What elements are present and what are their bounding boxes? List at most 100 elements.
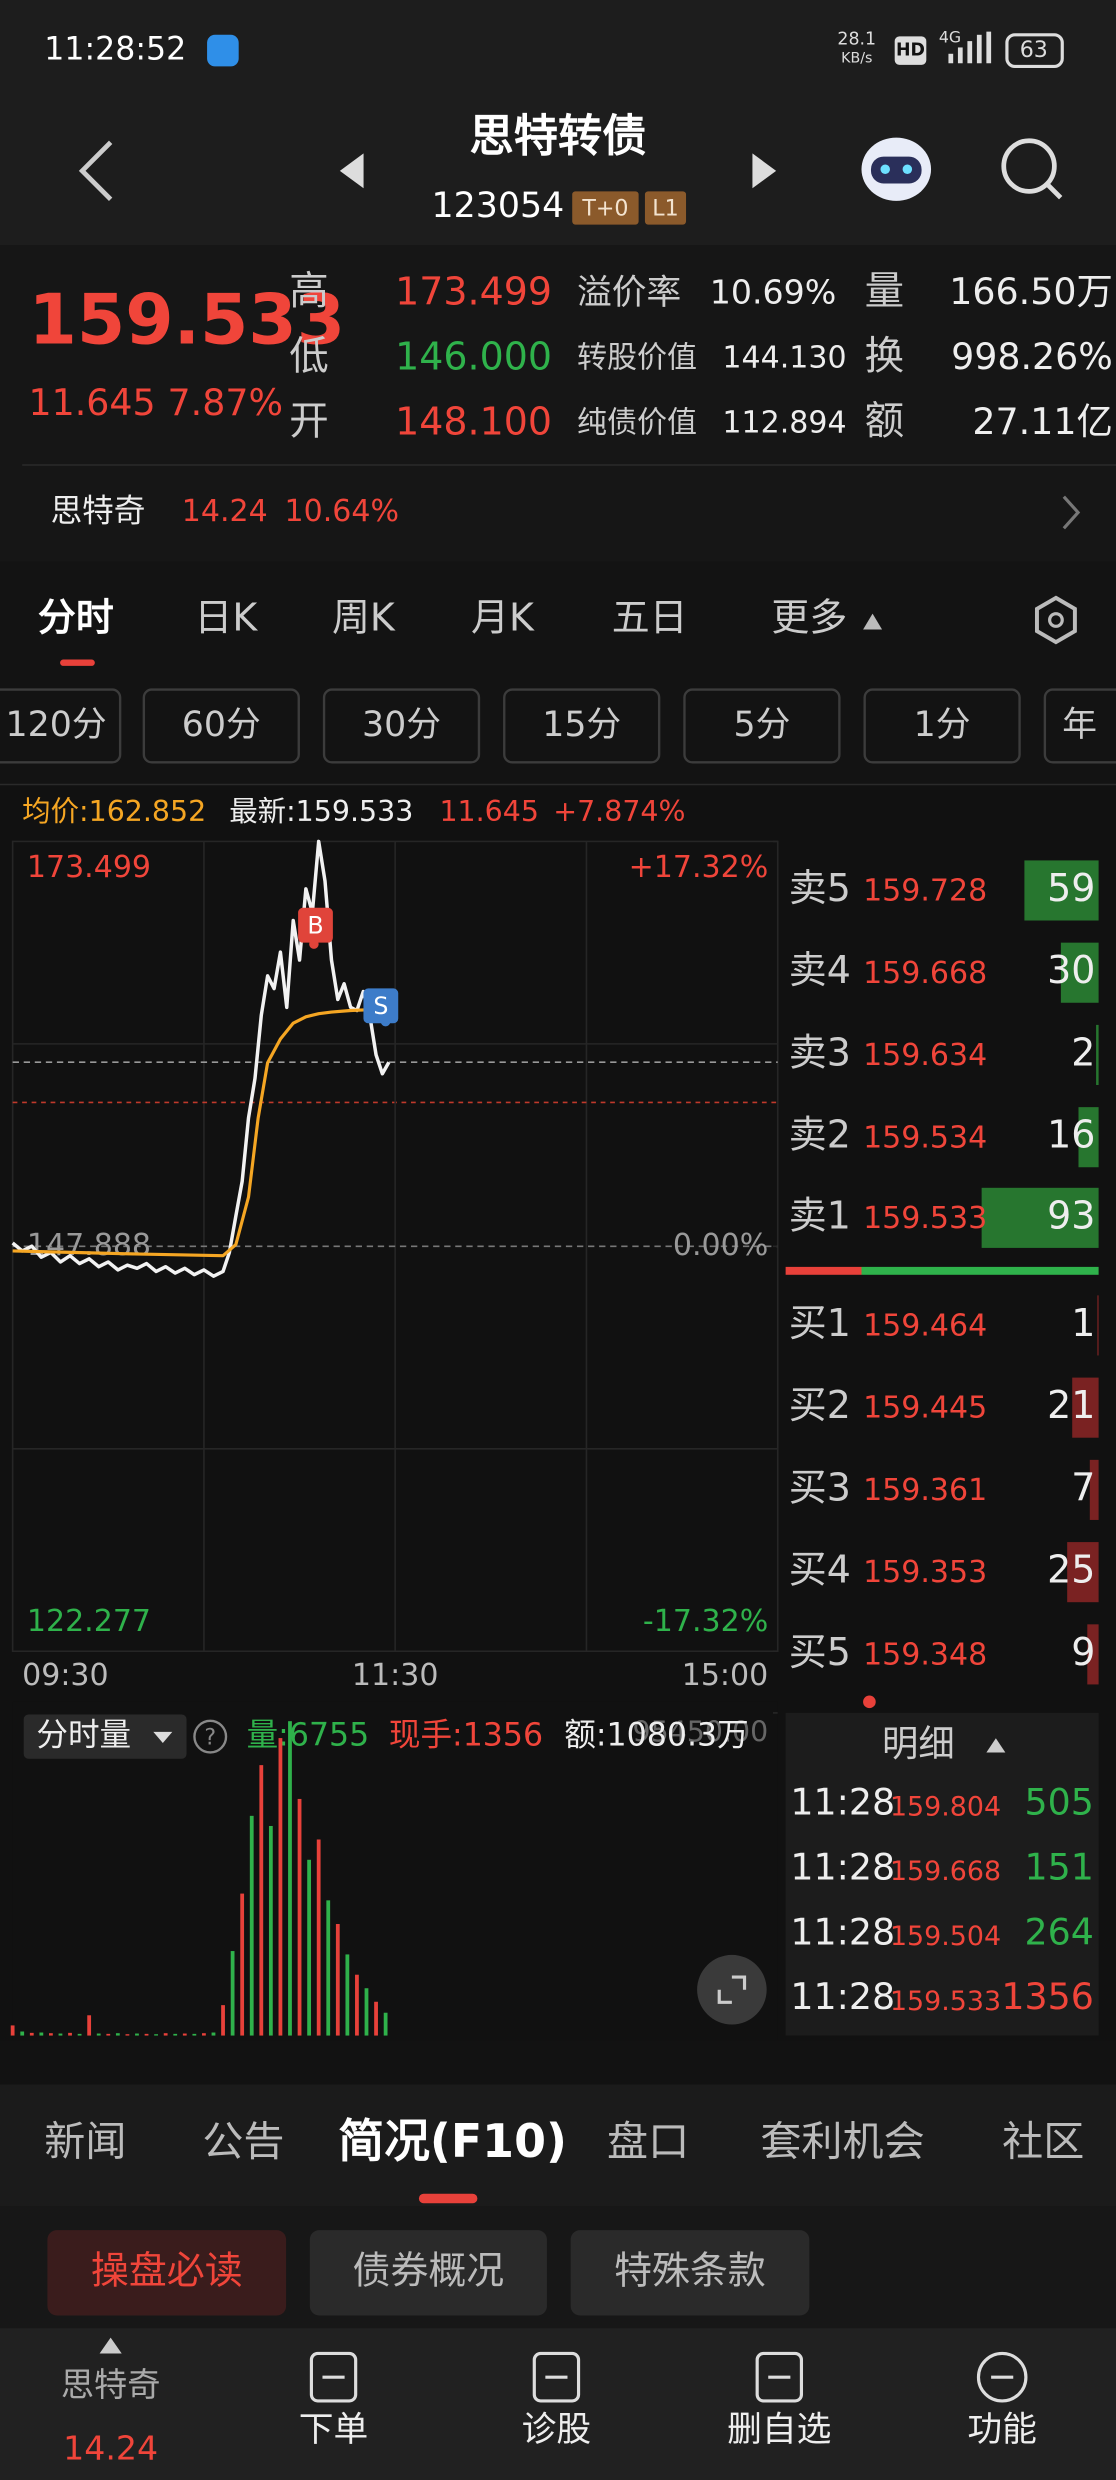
nav-stock[interactable]: 思特奇 <box>61 2365 161 2404</box>
depth-bar <box>1024 860 1099 921</box>
period-tab[interactable]: 五日 <box>612 595 688 639</box>
underlying-pct: 10.64% <box>285 494 399 529</box>
info-tab[interactable]: 盘口 <box>607 2118 689 2166</box>
nav-item[interactable]: 功能 <box>967 2410 1037 2450</box>
nav-icon <box>976 2351 1028 2403</box>
net-speed: 28.1 <box>837 30 876 50</box>
book-label: 买1 <box>789 1301 851 1345</box>
metric-label: 转股价值 <box>577 341 697 376</box>
book-qty: 1 <box>1071 1301 1095 1345</box>
volume-bar <box>202 2033 206 2036</box>
quote-bg <box>0 245 1116 562</box>
search-button[interactable] <box>1001 138 1063 200</box>
battery: 63 <box>1020 37 1048 63</box>
info-tab[interactable]: 新闻 <box>44 2118 126 2166</box>
book-price: 159.534 <box>863 1120 987 1155</box>
ratio-bar-sell <box>861 1266 1099 1275</box>
nav-stock-price: 14.24 <box>63 2428 158 2467</box>
sub-tab[interactable] <box>570 2230 810 2316</box>
interval-tab[interactable] <box>142 688 300 764</box>
sub-tab[interactable] <box>309 2230 547 2316</box>
volume-bar <box>268 1825 273 2036</box>
book-label: 卖5 <box>789 866 851 910</box>
metric-label: 溢价率 <box>577 273 681 313</box>
volume-bar <box>192 2033 197 2036</box>
book-qty: 2 <box>1071 1030 1095 1074</box>
settings-dot <box>1048 612 1064 628</box>
book-qty: 21 <box>1047 1383 1095 1427</box>
next-button[interactable] <box>752 153 777 189</box>
clock: 11:28:52 <box>44 32 186 68</box>
depth-bar <box>1096 1024 1099 1085</box>
net-unit: KB/s <box>841 51 872 67</box>
tab-underline <box>60 659 95 666</box>
book-label: 卖4 <box>789 948 851 992</box>
expand-button[interactable] <box>697 1954 767 2025</box>
underlying-name[interactable]: 思特奇 <box>51 493 146 529</box>
volume-bar <box>106 2033 111 2036</box>
stat-label: 开 <box>289 398 329 444</box>
interval-tab[interactable] <box>0 688 122 764</box>
period-tab[interactable]: 月K <box>471 595 535 639</box>
volume-tick-label: 95450.00 <box>633 1715 769 1748</box>
info-tab[interactable]: 公告 <box>202 2118 284 2166</box>
avg-price: 均价:162.852 <box>22 795 206 828</box>
period-tab[interactable]: 周K <box>332 595 396 639</box>
settings-button[interactable] <box>1034 595 1077 645</box>
chart-change: 11.645 <box>439 795 539 828</box>
interval-tab[interactable] <box>503 688 661 764</box>
info-tab[interactable]: 社区 <box>1002 2118 1084 2166</box>
trade-price: 159.668 <box>890 1856 1001 1887</box>
info-tab[interactable]: 简况(F10) <box>338 2114 567 2168</box>
book-qty: 59 <box>1047 866 1095 910</box>
volume-amount: 额:1080.3万 <box>564 1718 748 1754</box>
depth-bar <box>1097 1295 1099 1356</box>
change-pct: 7.87% <box>168 381 283 424</box>
underlying-chevron[interactable] <box>1062 495 1081 530</box>
period-tab[interactable]: 更多 <box>771 595 847 639</box>
info-tab[interactable]: 套利机会 <box>760 2118 924 2166</box>
nav-item[interactable]: 诊股 <box>522 2410 592 2450</box>
book-price: 159.533 <box>863 1201 987 1236</box>
code: 123054 <box>432 186 565 226</box>
nav-item[interactable]: 删自选 <box>727 2410 831 2450</box>
signal-icon <box>948 31 992 64</box>
volume-title: 分时量 <box>36 1718 131 1754</box>
interval-tab[interactable] <box>683 688 841 764</box>
interval-tab[interactable] <box>1043 688 1116 764</box>
book-price: 159.445 <box>863 1391 987 1426</box>
depth-bar <box>1078 1107 1099 1168</box>
volume-value: 998.26% <box>951 335 1113 378</box>
sub-tab-label: 操盘必读 <box>91 2248 243 2292</box>
bottom-nav-bg <box>0 2328 1116 2480</box>
expand-icon <box>717 1975 747 2004</box>
book-price: 159.464 <box>863 1308 987 1343</box>
sub-tab[interactable] <box>47 2230 287 2316</box>
nav-item[interactable]: 下单 <box>299 2410 369 2450</box>
book-price: 159.353 <box>863 1555 987 1590</box>
ratio-bar-buy <box>785 1266 862 1275</box>
trade-marker <box>363 988 399 1024</box>
avg-line <box>12 1008 389 1258</box>
period-tab[interactable]: 分时 <box>38 595 114 639</box>
back-button[interactable] <box>78 140 113 201</box>
prev-button[interactable] <box>339 153 364 189</box>
book-label: 买5 <box>789 1630 851 1674</box>
book-qty: 9 <box>1071 1630 1095 1674</box>
interval-tab[interactable] <box>322 688 481 764</box>
volume-selector[interactable] <box>23 1714 187 1759</box>
trades-title: 明细 <box>882 1722 955 1765</box>
volume-bar <box>68 2032 72 2036</box>
metric-value: 10.69% <box>710 273 837 312</box>
book-qty: 93 <box>1047 1193 1095 1237</box>
help-icon[interactable] <box>193 1719 228 1754</box>
volume-bar <box>77 2033 82 2036</box>
volume-bar <box>58 2033 63 2036</box>
volume-bar <box>49 2033 53 2036</box>
depth-bar <box>1060 942 1099 1003</box>
book-label: 卖1 <box>789 1193 851 1237</box>
interval-tab[interactable] <box>863 688 1021 764</box>
period-tab[interactable]: 日K <box>194 595 258 639</box>
header-bg <box>0 0 1116 246</box>
assistant-button[interactable] <box>861 137 932 201</box>
